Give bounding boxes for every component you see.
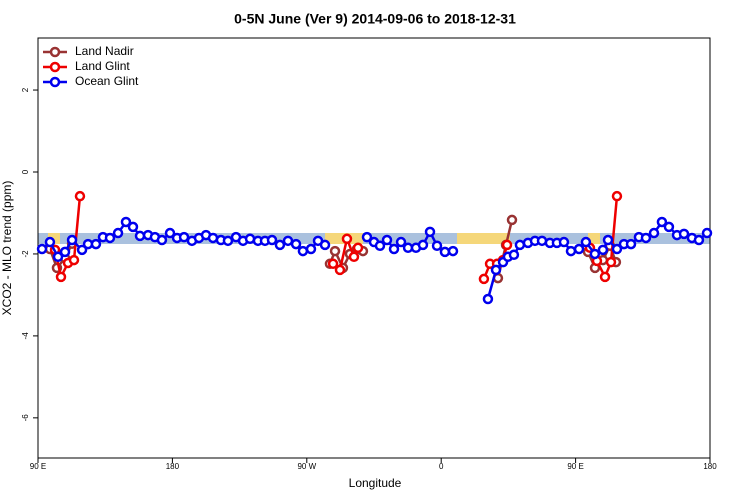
data-point [663,221,675,233]
data-point [656,216,668,228]
chart-title: 0-5N June (Ver 9) 2014-09-06 to 2018-12-… [234,11,516,27]
data-point [439,246,451,258]
land-band [588,233,600,244]
data-point [297,245,309,257]
data-point [381,234,393,246]
data-point [447,245,459,257]
data-point [701,227,713,239]
legend-label: Land Glint [75,59,130,73]
data-point [36,243,48,255]
data-point [74,190,86,202]
data-point [599,271,611,283]
x-tick-label: 90 E [567,462,583,471]
data-point [164,227,176,239]
data-point [693,234,705,246]
data-point [52,251,64,263]
data-point [597,244,609,256]
x-tick-label: 90 E [30,462,46,471]
data-point [319,239,331,251]
data-point [482,293,494,305]
y-tick-label: -6 [21,414,30,422]
data-point [68,254,80,266]
data-point [580,236,592,248]
data-point [274,239,286,251]
data-point [222,235,234,247]
data-point [395,236,407,248]
data-point [602,234,614,246]
y-tick-label: 0 [21,169,30,174]
data-point [352,242,364,254]
data-point [104,232,116,244]
y-tick-label: -2 [21,250,30,258]
data-point [329,245,341,257]
data-point [76,244,88,256]
data-point [341,233,353,245]
data-point [611,190,623,202]
data-point [478,273,490,285]
data-point [361,231,373,243]
y-tick-label: 2 [21,87,30,92]
data-point [134,230,146,242]
data-point [589,248,601,260]
x-axis-label: Longitude [349,476,402,490]
data-point [625,238,637,250]
data-point [127,221,139,233]
legend-marker [49,61,61,73]
data-point [327,258,339,270]
data-point [508,249,520,261]
legend-label: Ocean Glint [75,74,139,88]
data-point [348,251,360,263]
x-tick-label: 180 [166,462,180,471]
data-point [55,271,67,283]
legend-label: Land Nadir [75,44,134,58]
data-point [112,227,124,239]
data-point [388,243,400,255]
data-point [156,234,168,246]
data-point [282,235,294,247]
data-point [678,228,690,240]
data-point [66,234,78,246]
data-point [611,243,623,255]
data-point [501,239,513,251]
data-point [490,264,502,276]
data-point [514,239,526,251]
x-tick-label: 0 [439,462,444,471]
land-band [48,233,60,244]
x-tick-label: 180 [703,462,717,471]
x-tick-label: 90 W [297,462,316,471]
data-point [290,238,302,250]
data-point [506,214,518,226]
data-point [44,236,56,248]
land-band [457,233,510,244]
data-point [640,232,652,244]
data-point [605,256,617,268]
data-point [59,246,71,258]
y-axis-label: XCO2 - MLO trend (ppm) [0,181,14,316]
legend-marker [49,46,61,58]
data-point [374,240,386,251]
data-point [431,240,443,251]
data-point [90,238,102,250]
data-point [305,243,317,255]
data-point [648,227,660,239]
data-point [424,226,436,238]
data-point [565,245,577,257]
data-point [558,236,570,248]
y-tick-label: -4 [21,332,30,340]
data-point [417,239,429,251]
legend-marker [49,76,61,88]
data-point [120,216,132,228]
data-point [266,234,278,246]
data-point [334,264,346,276]
data-point [573,243,585,255]
data-point [178,231,190,243]
